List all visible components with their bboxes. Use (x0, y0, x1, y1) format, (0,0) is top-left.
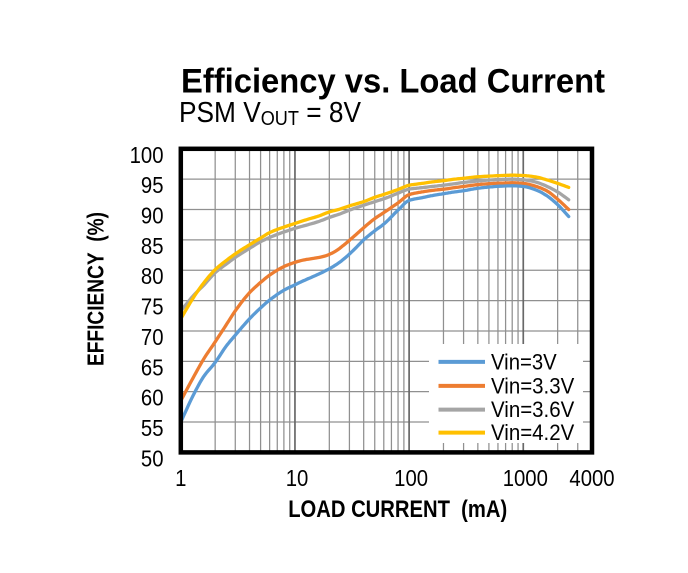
svg-text:10: 10 (286, 465, 309, 491)
svg-text:Vin=4.2V: Vin=4.2V (491, 420, 575, 445)
svg-text:70: 70 (141, 324, 164, 350)
svg-text:100: 100 (130, 142, 164, 168)
svg-text:75: 75 (141, 294, 164, 320)
svg-text:95: 95 (141, 172, 164, 198)
svg-text:90: 90 (141, 203, 164, 229)
svg-text:LOAD CURRENT (mA): LOAD CURRENT (mA) (288, 496, 507, 523)
svg-text:100: 100 (394, 465, 428, 491)
svg-text:50: 50 (141, 445, 164, 471)
svg-text:4000: 4000 (569, 465, 614, 491)
svg-text:1: 1 (175, 465, 186, 491)
svg-text:Efficiency vs. Load Current: Efficiency vs. Load Current (181, 62, 605, 100)
svg-text:85: 85 (141, 233, 164, 259)
svg-text:55: 55 (141, 415, 164, 441)
svg-text:65: 65 (141, 354, 164, 380)
svg-text:Vin=3V: Vin=3V (491, 350, 557, 375)
svg-text:60: 60 (141, 385, 164, 411)
svg-text:EFFICIENCY (%): EFFICIENCY (%) (83, 212, 109, 366)
svg-text:Vin=3.6V: Vin=3.6V (491, 397, 575, 422)
svg-text:1000: 1000 (503, 465, 548, 491)
svg-text:Vin=3.3V: Vin=3.3V (491, 374, 575, 399)
svg-text:80: 80 (141, 263, 164, 289)
